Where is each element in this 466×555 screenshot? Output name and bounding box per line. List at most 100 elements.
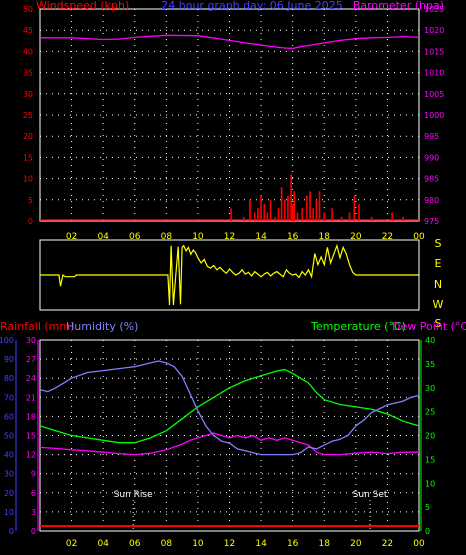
windspeed-bar (263, 204, 266, 221)
x-tick: 06 (129, 232, 141, 242)
x-tick: 22 (382, 539, 393, 549)
windspeed-bar (269, 199, 272, 221)
barometer-line (40, 34, 420, 50)
x-tick: 02 (66, 539, 77, 549)
dewpoint-axis-label: Dew Point (°C) (392, 320, 466, 333)
windspeed-bar (312, 208, 314, 221)
windspeed-bar (370, 216, 373, 221)
x-tick: 20 (350, 539, 362, 549)
direction-label: N (434, 278, 442, 291)
windspeed-bar (358, 204, 360, 221)
windspeed-bar (315, 199, 318, 221)
windspeed-bar (309, 191, 311, 221)
temp-humidity-grid (40, 340, 419, 531)
windspeed-tick: 0 (28, 217, 33, 226)
chart-title: 24 hour graph day: 06 June 2025 (161, 0, 342, 12)
humidity-tick: 10 (4, 508, 14, 517)
barometer-tick: 1010 (424, 69, 444, 78)
rainfall-tick: 27 (26, 355, 36, 364)
x-tick: 20 (350, 232, 362, 242)
x-tick: 00 (413, 232, 425, 242)
humidity-line (39, 360, 420, 456)
windspeed-bar (306, 195, 308, 221)
windspeed-bar (340, 216, 343, 221)
sun-markers: Sun Rise Sun Set (114, 490, 388, 531)
x-tick: 04 (97, 232, 109, 242)
windspeed-bar (301, 208, 303, 221)
x-tick: 10 (192, 539, 204, 549)
wind-direction-line (40, 243, 419, 306)
sun-set-label: Sun Set (353, 490, 388, 500)
x-tick: 16 (287, 539, 299, 549)
windspeed-tick: 10 (23, 175, 33, 184)
rainfall-tick: 9 (31, 470, 36, 479)
temperature-tick: 30 (425, 384, 435, 393)
windspeed-tick-labels: 0 5 10 15 20 25 30 35 40 45 50 (23, 5, 33, 226)
temperature-tick: 5 (425, 503, 430, 512)
barometer-tick: 990 (424, 153, 439, 162)
humidity-tick: 30 (4, 470, 14, 479)
windspeed-bar (296, 212, 299, 221)
windspeed-bar (257, 208, 259, 221)
rainfall-tick-labels: 0 3 6 9 12 15 18 21 24 27 30 (26, 336, 36, 536)
humidity-tick: 90 (4, 355, 14, 364)
temperature-tick: 10 (425, 479, 435, 488)
rainfall-axis-label: Rainfall (mm) (0, 320, 74, 333)
barometer-tick: 995 (424, 132, 439, 141)
windspeed-bar (293, 191, 296, 221)
humidity-tick: 70 (4, 393, 14, 402)
windspeed-bar (318, 191, 321, 221)
humidity-tick: 60 (4, 412, 14, 421)
rainfall-tick: 15 (26, 432, 36, 441)
rainfall-tick: 21 (26, 393, 36, 402)
x-tick: 06 (129, 539, 141, 549)
barometer-tick: 1025 (424, 5, 444, 14)
humidity-tick-labels: 0 10 20 30 40 50 60 70 80 90 100 (0, 336, 14, 536)
wind-barometer-x-tick-labels: 02 04 06 08 10 12 14 16 18 20 22 00 (66, 232, 425, 242)
x-tick: 12 (224, 539, 235, 549)
x-tick: 14 (255, 539, 267, 549)
windspeed-bar (277, 208, 280, 221)
temperature-tick: 0 (425, 527, 430, 536)
x-tick: 16 (287, 232, 299, 242)
rainfall-tick: 30 (26, 336, 36, 345)
windspeed-bar (280, 187, 283, 221)
barometer-axis-label: Barometer (hpa) (353, 0, 444, 12)
temp-humidity-x-tick-labels: 02 04 06 08 10 12 14 16 18 20 22 00 (66, 539, 425, 549)
direction-label: W (433, 298, 444, 311)
x-tick: 08 (161, 539, 173, 549)
barometer-tick: 1005 (424, 90, 444, 99)
rainfall-tick: 24 (26, 374, 36, 383)
humidity-tick: 50 (4, 432, 14, 441)
direction-label: S (435, 317, 442, 330)
x-tick: 12 (224, 232, 235, 242)
windspeed-tick: 25 (23, 111, 33, 120)
barometer-tick: 975 (424, 217, 439, 226)
windspeed-tick: 15 (23, 153, 33, 162)
direction-label: E (435, 257, 442, 270)
windspeed-bar (266, 212, 269, 221)
x-tick: 10 (192, 232, 204, 242)
x-tick: 14 (255, 232, 267, 242)
humidity-tick: 40 (4, 451, 14, 460)
windspeed-bar (260, 195, 262, 221)
windspeed-bar (391, 212, 393, 221)
barometer-tick: 980 (424, 196, 439, 205)
windspeed-tick: 35 (23, 69, 33, 78)
dewpoint-line (39, 432, 419, 456)
windspeed-tick: 20 (23, 132, 33, 141)
humidity-tick: 100 (0, 336, 14, 345)
windspeed-bar (253, 212, 256, 221)
rainfall-tick: 3 (31, 508, 36, 517)
windspeed-bars (40, 174, 419, 221)
windspeed-bar (290, 174, 292, 221)
windspeed-tick: 30 (23, 90, 33, 99)
windspeed-axis-label: Windspeed (kph) (36, 0, 129, 12)
temperature-tick: 40 (425, 336, 435, 345)
temperature-tick: 25 (425, 408, 435, 417)
barometer-tick: 1000 (424, 111, 444, 120)
windspeed-bar (331, 208, 333, 221)
